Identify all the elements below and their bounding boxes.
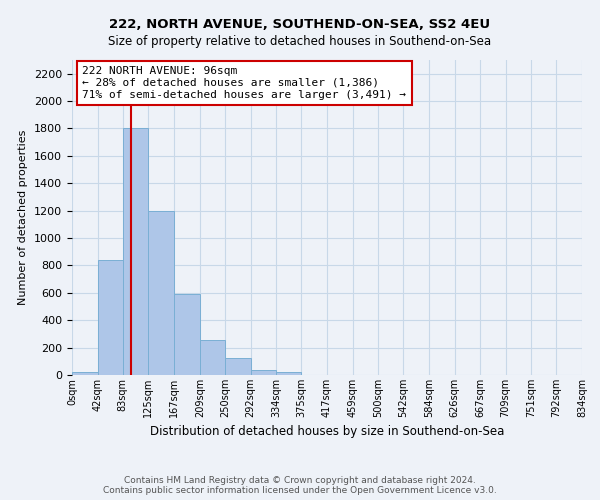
Text: Contains HM Land Registry data © Crown copyright and database right 2024.
Contai: Contains HM Land Registry data © Crown c… bbox=[103, 476, 497, 495]
Bar bbox=[200, 340, 225, 375]
Bar bbox=[251, 370, 276, 375]
Bar bbox=[276, 372, 301, 375]
Bar bbox=[148, 210, 174, 375]
Y-axis label: Number of detached properties: Number of detached properties bbox=[19, 130, 28, 305]
Bar bbox=[174, 294, 200, 375]
Text: 222 NORTH AVENUE: 96sqm
← 28% of detached houses are smaller (1,386)
71% of semi: 222 NORTH AVENUE: 96sqm ← 28% of detache… bbox=[82, 66, 406, 100]
Bar bbox=[72, 372, 98, 375]
X-axis label: Distribution of detached houses by size in Southend-on-Sea: Distribution of detached houses by size … bbox=[150, 426, 504, 438]
Bar bbox=[225, 358, 251, 375]
Text: Size of property relative to detached houses in Southend-on-Sea: Size of property relative to detached ho… bbox=[109, 35, 491, 48]
Bar bbox=[123, 128, 148, 375]
Bar bbox=[98, 260, 123, 375]
Text: 222, NORTH AVENUE, SOUTHEND-ON-SEA, SS2 4EU: 222, NORTH AVENUE, SOUTHEND-ON-SEA, SS2 … bbox=[109, 18, 491, 30]
